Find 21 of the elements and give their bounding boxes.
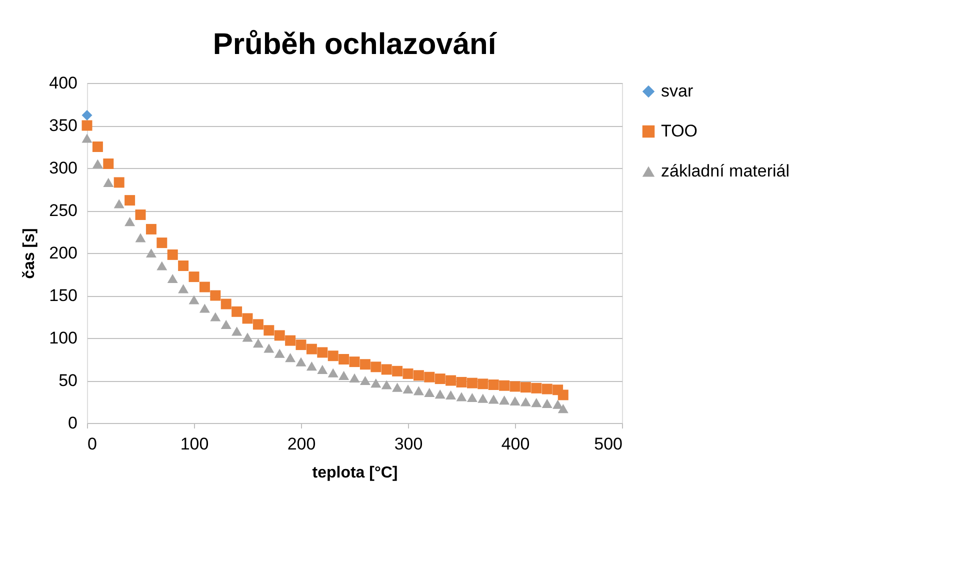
legend-label: TOO	[661, 122, 698, 140]
x-tick-label: 0	[88, 434, 97, 454]
y-tick-label: 400	[49, 74, 78, 92]
y-tick-label: 300	[49, 158, 78, 178]
y-tick-label: 50	[58, 371, 78, 390]
y-tick-label: 200	[49, 244, 78, 262]
y-tick-label: 150	[49, 286, 78, 305]
x-axis-title: teplota [°C]	[312, 464, 398, 482]
legend-label: základní materiál	[661, 162, 790, 180]
y-axis-title: čas [s]	[21, 228, 38, 279]
chart-title: Průběh ochlazování	[212, 28, 498, 61]
y-tick-label: 0	[68, 414, 78, 432]
x-tick-label: 300	[394, 434, 423, 454]
x-tick-label: 500	[594, 434, 622, 454]
x-tick-label: 100	[180, 434, 209, 454]
x-tick-label: 200	[287, 434, 316, 454]
y-tick-label: 250	[49, 201, 78, 220]
y-tick-label: 100	[49, 328, 78, 348]
legend-label: svar	[661, 82, 694, 100]
y-tick-label: 350	[49, 116, 78, 135]
x-tick-label: 400	[501, 434, 530, 454]
